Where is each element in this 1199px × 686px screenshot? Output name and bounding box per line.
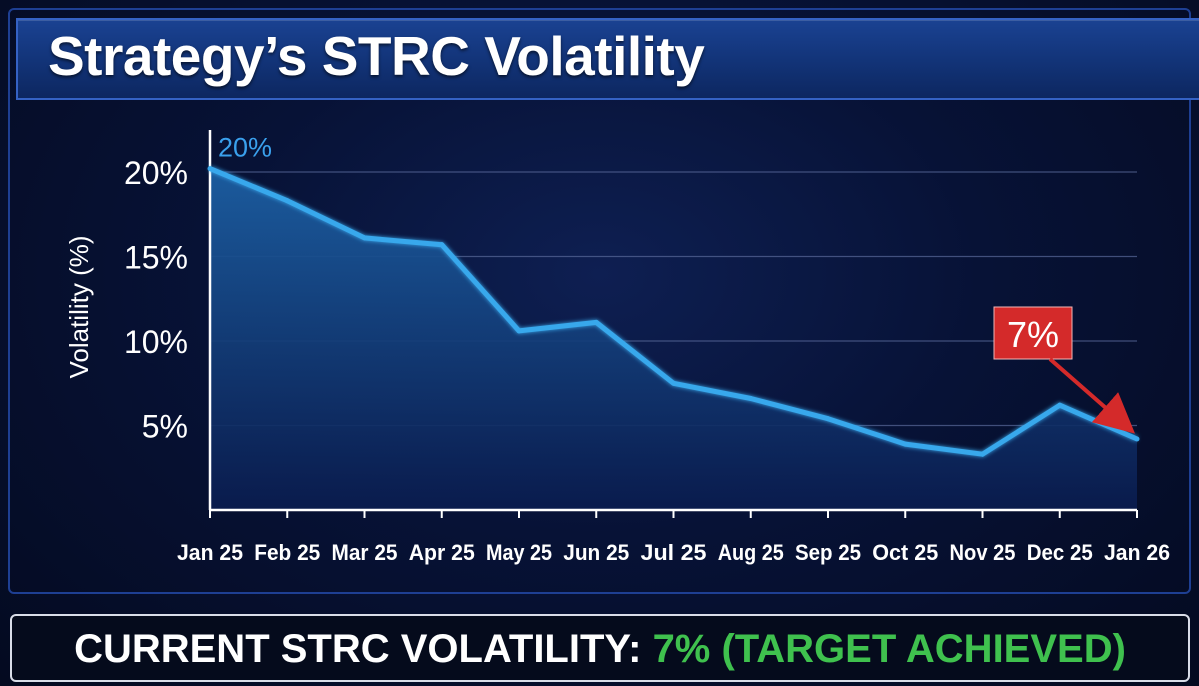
x-tick-label-nov-25: Nov 25 bbox=[950, 540, 1016, 565]
x-tick-label-jan-25: Jan 25 bbox=[177, 540, 243, 565]
data-point-jun-25 bbox=[593, 319, 599, 325]
end-value-annotation: 7% bbox=[993, 306, 1136, 434]
status-highlight: 7% (TARGET ACHIEVED) bbox=[652, 627, 1126, 671]
y-tick-label-20: 20% bbox=[124, 155, 188, 191]
data-point-jul-25 bbox=[671, 380, 676, 386]
y-tick-labels: 5% 10% 15% 20% bbox=[124, 155, 188, 445]
volatility-chart: 5% 10% 15% 20% Jan 25 Feb 25 Mar 25 Apr 25 May … bbox=[64, 132, 1170, 565]
series-points bbox=[207, 166, 1140, 457]
data-point-aug-25 bbox=[748, 395, 754, 401]
data-point-nov-25 bbox=[980, 451, 985, 457]
chart-frame bbox=[8, 8, 1191, 594]
x-tick-label-oct-25: Oct 25 bbox=[872, 540, 938, 565]
annotation-box bbox=[993, 306, 1073, 360]
x-tick-label-feb-25: Feb 25 bbox=[254, 540, 320, 565]
x-tick-label-may-25: May 25 bbox=[486, 540, 552, 565]
x-tick-label-jan-26: Jan 26 bbox=[1104, 540, 1170, 565]
status-text: CURRENT STRC VOLATILITY: 7% (TARGET ACHI… bbox=[12, 627, 1188, 672]
annotation-text: 7% bbox=[1007, 314, 1059, 355]
x-tick-label-apr-25: Apr 25 bbox=[409, 540, 475, 565]
page-title: Strategy’s STRC Volatility bbox=[48, 25, 705, 87]
data-point-sep-25 bbox=[825, 416, 831, 422]
status-banner: CURRENT STRC VOLATILITY: 7% (TARGET ACHI… bbox=[10, 614, 1190, 682]
y-tick-label-10: 10% bbox=[124, 324, 188, 360]
x-tick-label-jun-25: Jun 25 bbox=[563, 540, 629, 565]
annotation-arrow bbox=[1048, 357, 1136, 434]
data-point-may-25 bbox=[516, 328, 522, 334]
status-prefix: CURRENT STRC VOLATILITY: bbox=[74, 627, 653, 671]
data-point-apr-25 bbox=[439, 242, 445, 248]
x-tick-label-dec-25: Dec 25 bbox=[1027, 540, 1093, 565]
data-point-feb-25 bbox=[284, 198, 290, 204]
data-point-oct-25 bbox=[902, 441, 908, 447]
x-tick-label-jul-25: Jul 25 bbox=[641, 540, 707, 565]
x-tick-labels: Jan 25 Feb 25 Mar 25 Apr 25 May 25 Jun 25 Jul … bbox=[177, 510, 1170, 565]
y-tick-label-15: 15% bbox=[124, 240, 188, 276]
data-point-mar-25 bbox=[362, 235, 367, 241]
data-point-jan-25 bbox=[207, 166, 213, 172]
y-axis-label: Volatility (%) bbox=[64, 235, 94, 378]
data-point-jan-26 bbox=[1134, 436, 1140, 442]
data-point-dec-25 bbox=[1057, 402, 1063, 408]
title-bar bbox=[16, 18, 1199, 100]
x-tick-label-aug-25: Aug 25 bbox=[718, 540, 784, 565]
start-value-label: 20% bbox=[218, 133, 272, 163]
x-tick-label-sep-25: Sep 25 bbox=[795, 540, 861, 565]
x-tick-label-mar-25: Mar 25 bbox=[332, 540, 398, 565]
y-tick-label-5: 5% bbox=[142, 409, 188, 445]
area-fill bbox=[210, 168, 1137, 510]
